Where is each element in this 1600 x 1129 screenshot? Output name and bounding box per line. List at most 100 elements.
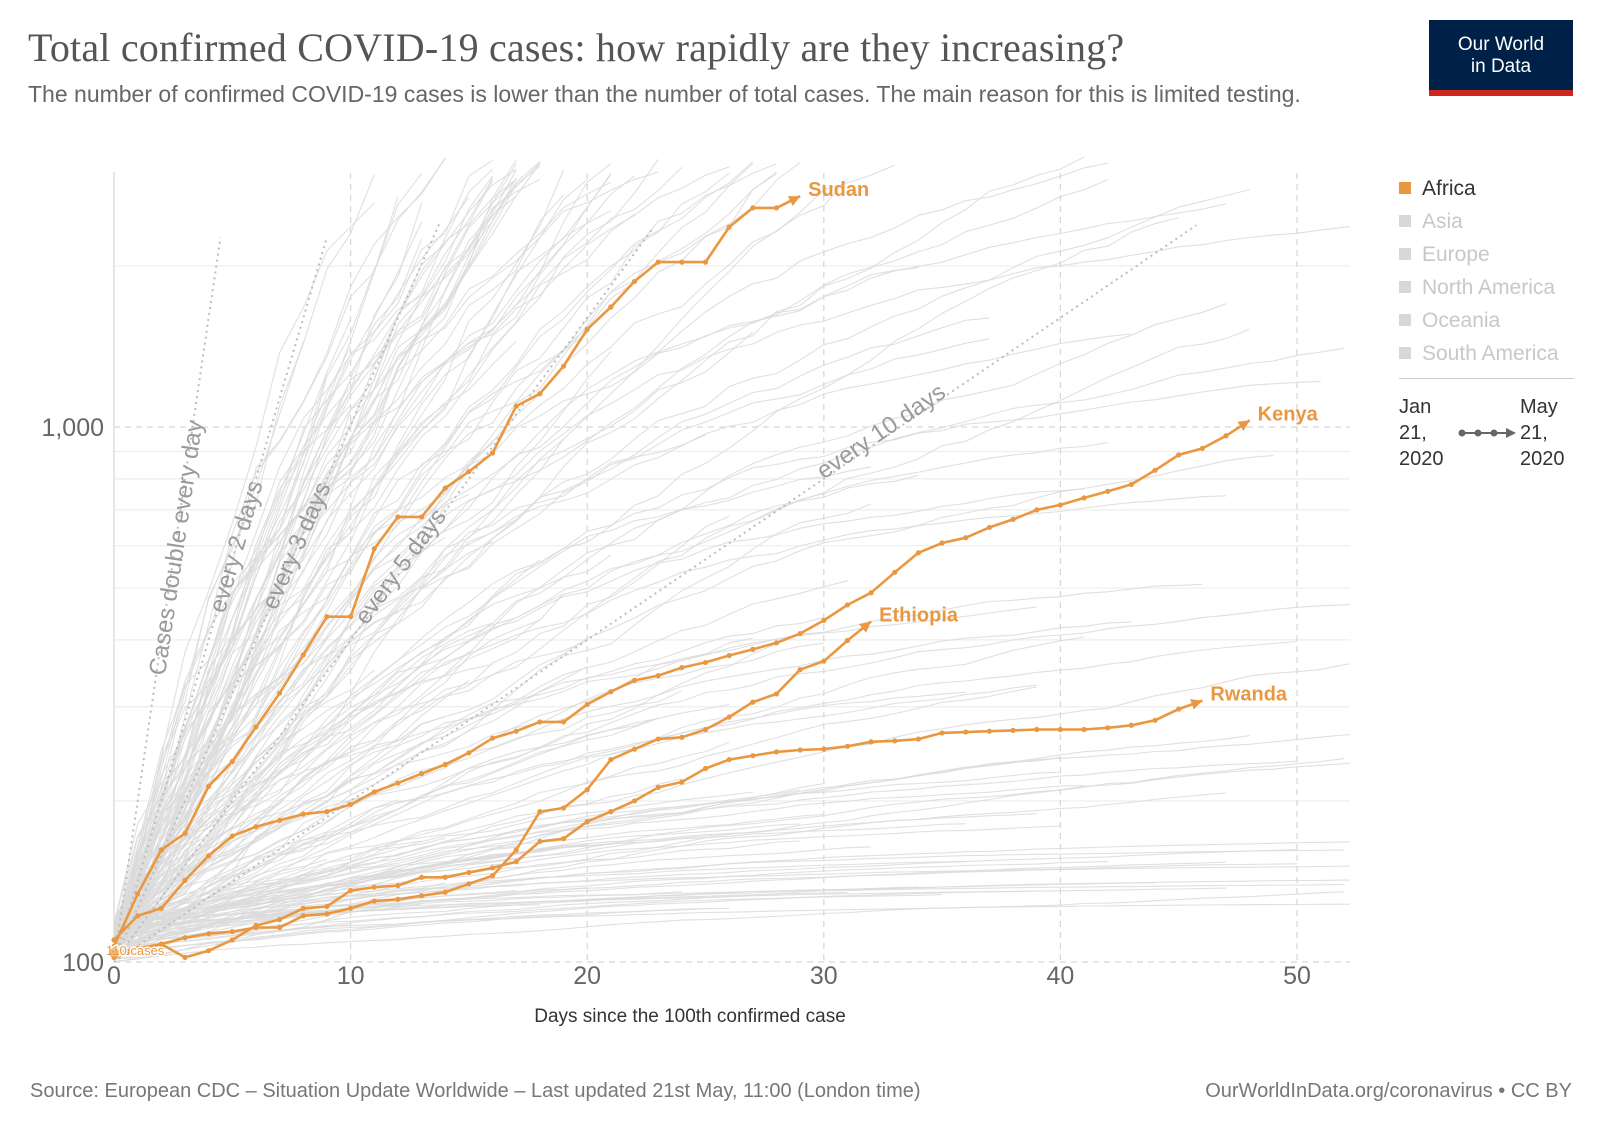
data-point[interactable] — [206, 853, 212, 859]
data-point[interactable] — [797, 747, 803, 753]
data-point[interactable] — [442, 889, 448, 895]
data-point[interactable] — [1081, 726, 1087, 733]
data-point[interactable] — [821, 658, 827, 664]
data-point[interactable] — [537, 838, 543, 845]
data-point[interactable] — [348, 614, 354, 620]
data-point[interactable] — [371, 884, 377, 890]
data-point[interactable] — [418, 874, 425, 880]
data-point[interactable] — [655, 259, 661, 265]
data-point[interactable] — [655, 784, 661, 791]
data-point[interactable] — [560, 363, 567, 369]
data-point[interactable] — [489, 865, 496, 871]
data-point[interactable] — [584, 701, 590, 708]
data-point[interactable] — [206, 948, 212, 954]
data-point[interactable] — [182, 954, 188, 960]
data-point[interactable] — [300, 905, 306, 911]
data-point[interactable] — [348, 905, 354, 911]
data-point[interactable] — [229, 758, 235, 765]
data-point[interactable] — [702, 765, 709, 772]
data-point[interactable] — [1152, 717, 1158, 723]
data-point[interactable] — [537, 809, 543, 815]
data-point[interactable] — [277, 917, 283, 923]
data-point[interactable] — [892, 738, 898, 744]
footer-license[interactable]: OurWorldInData.org/coronavirus • CC BY — [1205, 1080, 1572, 1102]
data-point[interactable] — [797, 630, 803, 637]
data-point[interactable] — [726, 756, 732, 763]
data-point[interactable] — [253, 724, 259, 730]
series-label[interactable]: Rwanda — [1210, 684, 1288, 706]
data-point[interactable] — [963, 535, 969, 541]
data-point[interactable] — [726, 224, 732, 230]
data-point[interactable] — [442, 874, 448, 880]
highlighted-series[interactable]: Sudan Kenya Ethiopia Rwanda 110 cases — [105, 179, 1319, 960]
legend-item-oceania[interactable]: Oceania — [1399, 304, 1589, 337]
data-point[interactable] — [1057, 502, 1063, 508]
series-line[interactable] — [112, 195, 801, 947]
data-point[interactable] — [489, 450, 496, 456]
data-point[interactable] — [111, 943, 117, 949]
data-point[interactable] — [726, 652, 732, 659]
data-point[interactable] — [442, 485, 448, 491]
data-point[interactable] — [229, 937, 235, 943]
data-point[interactable] — [418, 514, 425, 520]
data-point[interactable] — [418, 893, 425, 899]
data-point[interactable] — [560, 836, 567, 842]
data-point[interactable] — [182, 877, 188, 884]
data-point[interactable] — [253, 824, 259, 830]
data-point[interactable] — [797, 666, 803, 673]
data-point[interactable] — [1128, 481, 1134, 488]
data-point[interactable] — [324, 809, 330, 815]
data-point[interactable] — [442, 761, 448, 768]
data-point[interactable] — [702, 259, 709, 265]
data-point[interactable] — [844, 637, 851, 644]
data-point[interactable] — [158, 847, 164, 853]
data-point[interactable] — [324, 903, 330, 910]
data-point[interactable] — [466, 750, 472, 756]
data-point[interactable] — [608, 304, 614, 310]
data-point[interactable] — [489, 873, 496, 879]
data-point[interactable] — [513, 847, 519, 853]
legend-item-asia[interactable]: Asia — [1399, 205, 1589, 238]
data-point[interactable] — [750, 753, 756, 759]
data-point[interactable] — [773, 205, 780, 211]
data-point[interactable] — [608, 756, 614, 763]
series-rwanda[interactable]: Rwanda — [111, 684, 1288, 960]
series-label[interactable]: Ethiopia — [879, 604, 959, 626]
data-point[interactable] — [1223, 433, 1229, 439]
data-point[interactable] — [229, 833, 235, 839]
data-point[interactable] — [963, 729, 969, 735]
data-point[interactable] — [679, 779, 685, 785]
data-point[interactable] — [1081, 495, 1087, 501]
data-point[interactable] — [631, 798, 638, 804]
data-point[interactable] — [537, 391, 543, 397]
data-point[interactable] — [1176, 706, 1182, 712]
data-point[interactable] — [1034, 507, 1040, 513]
data-point[interactable] — [324, 614, 330, 620]
data-point[interactable] — [986, 524, 993, 531]
data-point[interactable] — [584, 818, 590, 825]
data-point[interactable] — [773, 691, 780, 697]
data-point[interactable] — [1199, 445, 1205, 452]
data-point[interactable] — [868, 590, 874, 596]
data-point[interactable] — [513, 859, 519, 865]
data-point[interactable] — [158, 905, 164, 911]
data-point[interactable] — [1010, 516, 1016, 522]
data-point[interactable] — [513, 403, 519, 409]
timeline-dot[interactable] — [1490, 429, 1498, 437]
data-point[interactable] — [1176, 452, 1182, 458]
data-point[interactable] — [1152, 467, 1158, 473]
data-point[interactable] — [348, 887, 354, 894]
data-point[interactable] — [608, 809, 614, 815]
data-point[interactable] — [371, 546, 377, 552]
data-point[interactable] — [1010, 727, 1016, 733]
data-point[interactable] — [750, 699, 756, 705]
data-point[interactable] — [1105, 488, 1111, 494]
data-point[interactable] — [253, 922, 259, 929]
data-point[interactable] — [489, 735, 496, 741]
data-point[interactable] — [821, 746, 827, 752]
data-point[interactable] — [655, 673, 661, 679]
series-kenya[interactable]: Kenya — [111, 403, 1319, 943]
data-point[interactable] — [206, 931, 212, 937]
legend-item-europe[interactable]: Europe — [1399, 238, 1589, 271]
data-point[interactable] — [182, 830, 188, 836]
